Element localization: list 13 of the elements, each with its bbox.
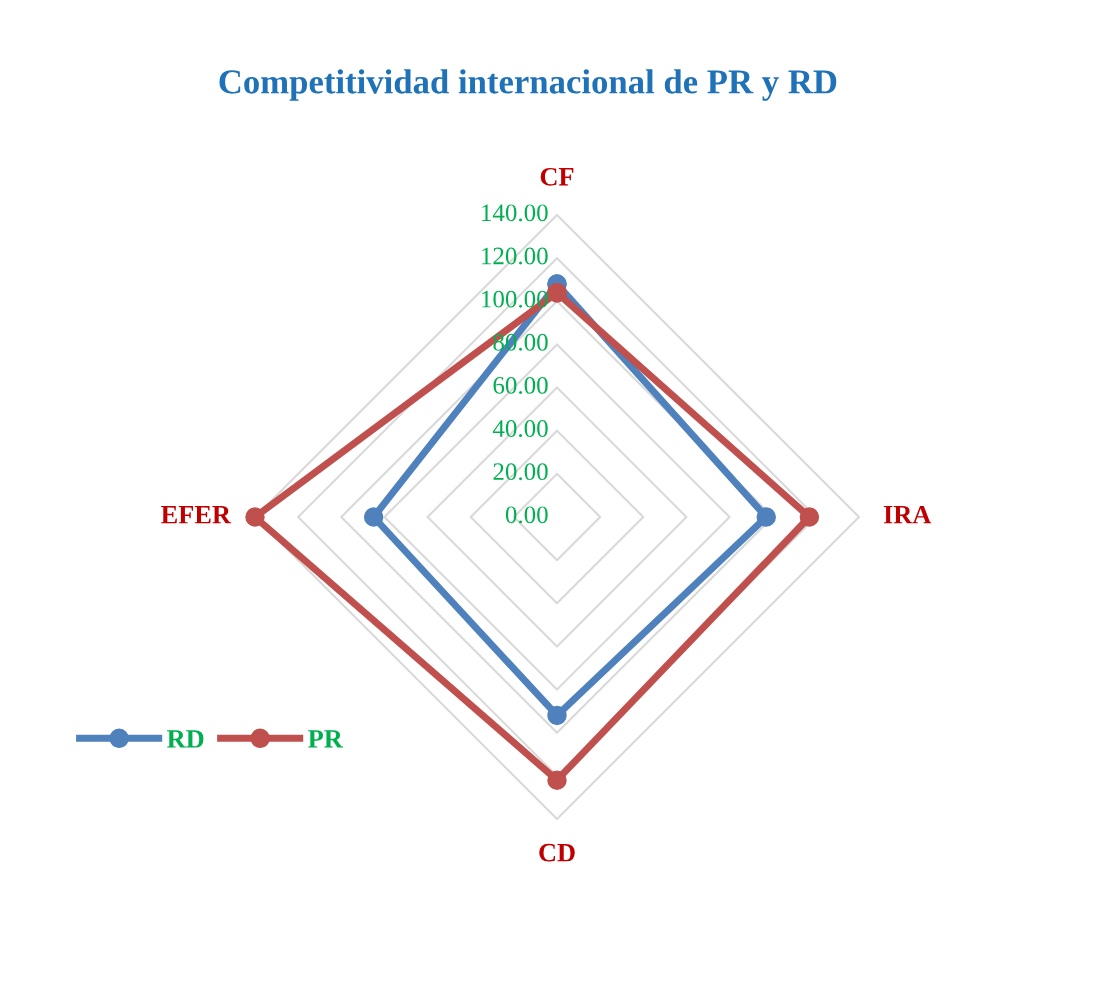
- spoke-label: CF: [540, 167, 574, 186]
- spoke-label: EFER: [161, 506, 232, 524]
- y-tick-label: 140.00: [482, 204, 548, 222]
- legend-label: PR: [308, 730, 344, 748]
- y-tick-label: 120.00: [482, 247, 548, 265]
- spoke-label: CD: [539, 843, 575, 862]
- y-tick-label: 40.00: [492, 420, 548, 438]
- y-tick-label: 0.00: [505, 506, 548, 524]
- chart-title: Competitividad internacional de PR y RD: [219, 69, 837, 101]
- y-tick-label: 60.00: [493, 376, 548, 394]
- y-tick-label: 20.00: [493, 463, 548, 481]
- spoke-label: IRA: [883, 505, 932, 524]
- legend-label: RD: [167, 730, 204, 748]
